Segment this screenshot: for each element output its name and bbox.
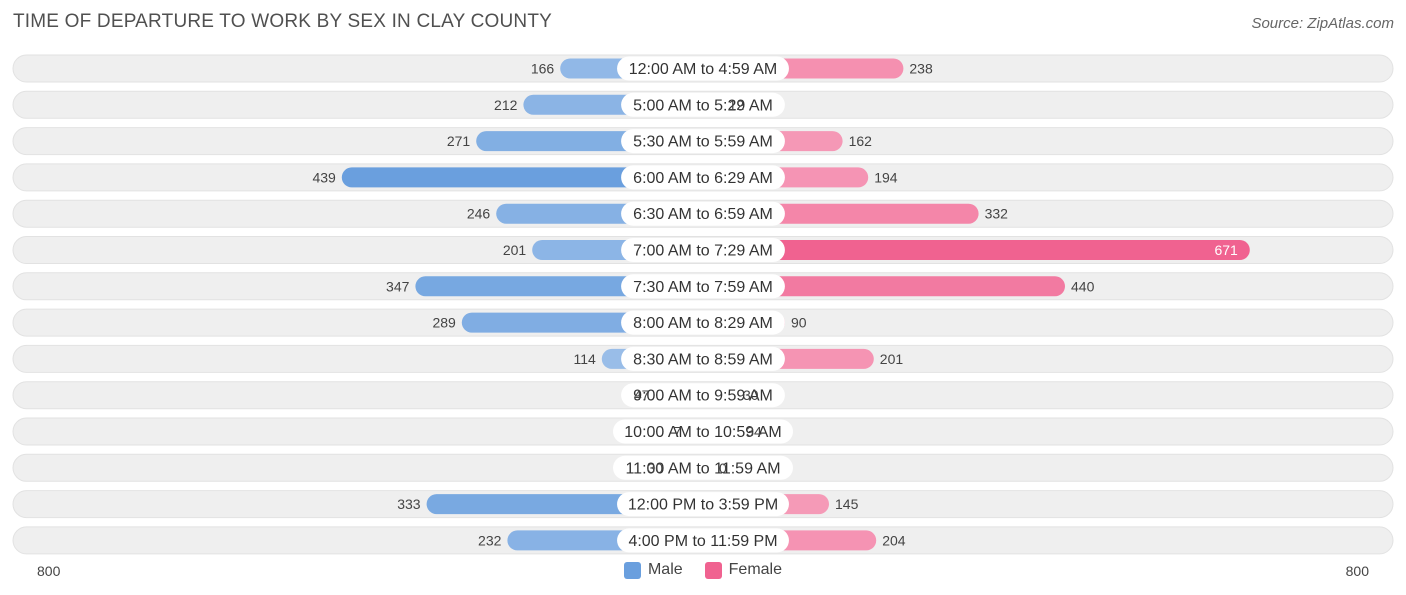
legend-item-male[interactable]: Male <box>623 561 683 579</box>
legend-swatch-male <box>623 561 641 579</box>
value-label-male: 232 <box>478 532 502 548</box>
value-label-female: 145 <box>835 496 859 512</box>
value-label-female: 440 <box>1071 278 1095 294</box>
category-label: 8:30 AM to 8:59 AM <box>633 351 773 368</box>
value-label-female: 238 <box>909 61 933 77</box>
value-label-male: 201 <box>503 242 527 258</box>
category-label-pill <box>613 419 793 444</box>
value-label-male: 439 <box>312 169 336 185</box>
category-label-pill <box>617 56 789 81</box>
value-label-male: 47 <box>634 387 650 403</box>
category-label: 11:00 AM to 11:59 AM <box>625 460 780 477</box>
category-label-pill <box>621 383 785 408</box>
legend-swatch-female <box>704 561 722 579</box>
value-label-male: 271 <box>447 133 471 149</box>
value-label-male: 212 <box>494 97 518 113</box>
value-label-female: 332 <box>985 206 1009 222</box>
category-label: 12:00 AM to 4:59 AM <box>629 61 778 78</box>
legend-item-female[interactable]: Female <box>704 561 783 579</box>
value-label-male: 114 <box>573 351 596 367</box>
bar-female <box>703 240 1250 260</box>
category-label: 6:00 AM to 6:29 AM <box>633 170 773 187</box>
value-label-female: 30 <box>743 387 759 403</box>
category-label-pill <box>621 201 785 226</box>
value-label-male: 289 <box>432 315 456 331</box>
value-label-male: 30 <box>647 460 663 476</box>
value-label-female: 204 <box>882 532 906 548</box>
category-label-pill <box>621 310 785 335</box>
category-label: 5:00 AM to 5:29 AM <box>633 97 773 114</box>
category-label: 10:00 AM to 10:59 AM <box>624 424 781 441</box>
category-label: 7:00 AM to 7:29 AM <box>633 243 773 260</box>
axis-tick-right: 800 <box>1346 563 1370 579</box>
chart-title: TIME OF DEPARTURE TO WORK BY SEX IN CLAY… <box>13 11 553 32</box>
category-label-pill <box>617 528 789 553</box>
value-label-female: 0 <box>719 460 727 476</box>
bar-female <box>703 276 1065 297</box>
value-label-female: 12 <box>729 97 745 113</box>
category-label-pill <box>613 455 793 480</box>
value-label-male: 7 <box>674 424 682 440</box>
category-label-pill <box>621 92 785 117</box>
value-label-male: 347 <box>386 278 410 294</box>
category-label-pill <box>621 238 785 262</box>
legend-label-male: Male <box>647 561 683 578</box>
category-label-pill <box>621 129 785 154</box>
value-label-female: 34 <box>746 424 762 440</box>
category-label-pill <box>617 492 789 517</box>
category-label-pill <box>621 165 785 190</box>
source-label: Source: ZipAtlas.com <box>1251 15 1394 32</box>
category-label-pill <box>621 274 785 299</box>
bar-male <box>341 167 703 188</box>
value-label-female: 194 <box>874 169 898 185</box>
axis-tick-left: 800 <box>37 563 61 579</box>
value-label-female: 162 <box>849 133 873 149</box>
legend: Male Female <box>0 561 1406 579</box>
value-label-male: 166 <box>531 61 555 77</box>
category-label: 5:30 AM to 5:59 AM <box>633 134 773 151</box>
category-label-pill <box>621 346 785 371</box>
value-label-female: 201 <box>880 351 904 367</box>
value-label-male: 246 <box>467 206 491 222</box>
value-label-female: 671 <box>1214 242 1238 258</box>
category-label: 7:30 AM to 7:59 AM <box>633 279 773 296</box>
category-label: 9:00 AM to 9:59 AM <box>633 388 773 405</box>
category-label: 6:30 AM to 6:59 AM <box>633 206 773 223</box>
legend-label-female: Female <box>728 561 783 578</box>
value-label-male: 333 <box>397 496 421 512</box>
category-label: 8:00 AM to 8:29 AM <box>633 315 773 332</box>
value-label-female: 90 <box>791 315 807 331</box>
category-label: 4:00 PM to 11:59 PM <box>628 533 777 550</box>
category-label: 12:00 PM to 3:59 PM <box>628 497 778 514</box>
